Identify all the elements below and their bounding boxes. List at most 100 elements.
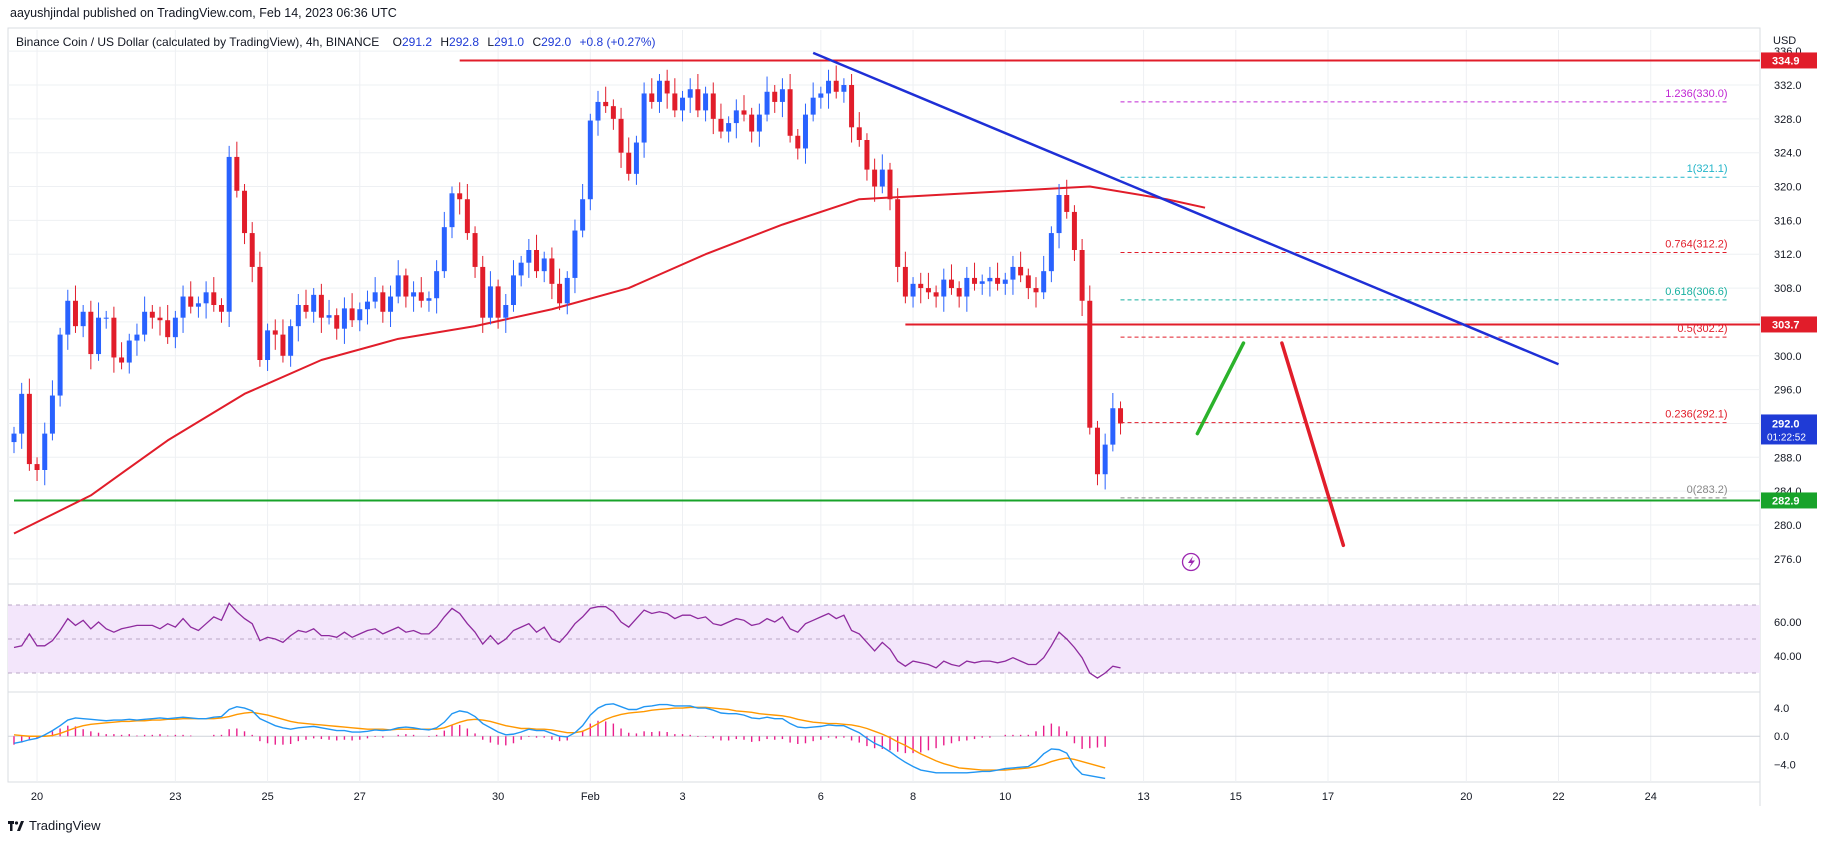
- candle-body: [772, 91, 778, 102]
- candle-body: [318, 294, 324, 318]
- candle-body: [126, 340, 132, 363]
- price-axis[interactable]: 276.0280.0284.0288.0292.0296.0300.0304.0…: [1774, 46, 1802, 771]
- ohlc-low-label: L: [487, 35, 494, 49]
- time-tick-label: 25: [261, 791, 273, 803]
- candle-body: [849, 85, 855, 128]
- candle-body: [280, 334, 286, 356]
- candle-body: [395, 275, 401, 297]
- candle-body: [103, 317, 109, 319]
- candle-body: [172, 317, 178, 338]
- candle-body: [649, 93, 655, 102]
- support-tag-label: 282.9: [1772, 495, 1800, 507]
- candle-body: [802, 114, 808, 149]
- candle-body: [119, 357, 125, 363]
- fib-label-1.236: 1.236(330.0): [1665, 88, 1727, 100]
- resistance-mid-tag-label: 303.7: [1772, 319, 1800, 331]
- candle-body: [710, 93, 716, 119]
- candle-body: [534, 250, 540, 272]
- lightning-icon[interactable]: [1181, 552, 1201, 572]
- candle-body: [895, 199, 901, 267]
- support-tag: [1761, 492, 1817, 509]
- grid: [7, 27, 1761, 806]
- candle-body: [733, 110, 739, 124]
- time-tick-label: Feb: [581, 791, 600, 803]
- candle-body: [72, 300, 78, 327]
- candle-body: [687, 89, 693, 98]
- candle-body: [741, 110, 747, 115]
- candle-body: [88, 311, 94, 355]
- candle-body: [180, 296, 186, 318]
- candle-body: [472, 233, 478, 267]
- fib-label-0.236: 0.236(292.1): [1665, 409, 1727, 421]
- candle-body: [564, 277, 570, 304]
- candle-body: [526, 250, 532, 263]
- footer-brand[interactable]: TradingView: [29, 818, 101, 833]
- candle-body: [334, 315, 340, 329]
- candle-body: [441, 227, 447, 272]
- candle-body: [1064, 195, 1070, 212]
- candle-body: [833, 80, 839, 92]
- ohlc-open: 291.2: [402, 35, 432, 49]
- ohlc-open-label: O: [393, 35, 402, 49]
- candle-body: [211, 292, 217, 305]
- candle-body: [703, 93, 709, 111]
- candle-body: [1002, 279, 1008, 284]
- fibonacci-retracement: 1.236(330.0) 1(321.1) 0.764(312.2) 0.618(30…: [1120, 88, 1728, 499]
- candle-body: [65, 300, 71, 335]
- candle-body: [26, 393, 32, 465]
- candle-body: [503, 305, 509, 318]
- candle-body: [1071, 211, 1077, 250]
- fib-label-0.618: 0.618(306.6): [1665, 286, 1727, 298]
- candle-body: [357, 309, 363, 321]
- time-tick-label: 24: [1645, 791, 1657, 803]
- time-tick-label: 22: [1552, 791, 1564, 803]
- time-tick-label: 6: [818, 791, 824, 803]
- ohlc-close: 292.0: [541, 35, 571, 49]
- candle-body: [587, 120, 593, 200]
- candle-body: [872, 169, 878, 187]
- trendline[interactable]: [812, 51, 1560, 366]
- bar-countdown: 01:22:52: [1767, 432, 1806, 443]
- time-tick-label: 13: [1137, 791, 1149, 803]
- candle-body: [372, 292, 378, 302]
- candle-body: [1079, 250, 1085, 301]
- candle-body: [411, 292, 417, 297]
- candlesticks: [11, 65, 1124, 490]
- candle-body: [1110, 408, 1116, 445]
- candle-body: [864, 140, 870, 170]
- candle-body: [480, 266, 486, 318]
- macd-line: [13, 703, 1106, 780]
- candle-body: [610, 106, 616, 119]
- candle-body: [887, 169, 893, 200]
- candle-body: [1094, 427, 1100, 475]
- time-tick-label: 30: [492, 791, 504, 803]
- candle-body: [633, 142, 639, 174]
- price-tick-label: 316.0: [1774, 215, 1802, 227]
- candle-body: [779, 89, 785, 102]
- rsi-band: [8, 605, 1760, 673]
- candle-body: [326, 315, 332, 318]
- footer: TradingView: [8, 818, 101, 833]
- candle-body: [111, 317, 117, 358]
- resistance-high-tag-label: 334.9: [1772, 55, 1800, 67]
- candle-body: [941, 279, 947, 297]
- price-tick-label: 288.0: [1774, 452, 1802, 464]
- candle-body: [879, 169, 885, 187]
- candle-body: [303, 305, 309, 312]
- candle-body: [580, 199, 586, 231]
- ohlc-low: 291.0: [494, 35, 524, 49]
- candle-body: [1056, 195, 1062, 234]
- price-tick-label: 296.0: [1774, 385, 1802, 397]
- time-axis[interactable]: 20 23 25 27 30 Feb 3 6 8 10 13 15 17 20 22 24: [31, 791, 1657, 803]
- price-tick-label: 276.0: [1774, 554, 1802, 566]
- candle-body: [1102, 444, 1108, 475]
- price-tick-label: 320.0: [1774, 182, 1802, 194]
- symbol-legend[interactable]: Binance Coin / US Dollar (calculated by …: [16, 35, 656, 49]
- candle-body: [487, 286, 493, 318]
- candle-body: [57, 334, 63, 396]
- candle-body: [695, 89, 701, 111]
- candle-body: [49, 395, 55, 434]
- candle-body: [157, 317, 163, 321]
- candle-body: [918, 283, 924, 289]
